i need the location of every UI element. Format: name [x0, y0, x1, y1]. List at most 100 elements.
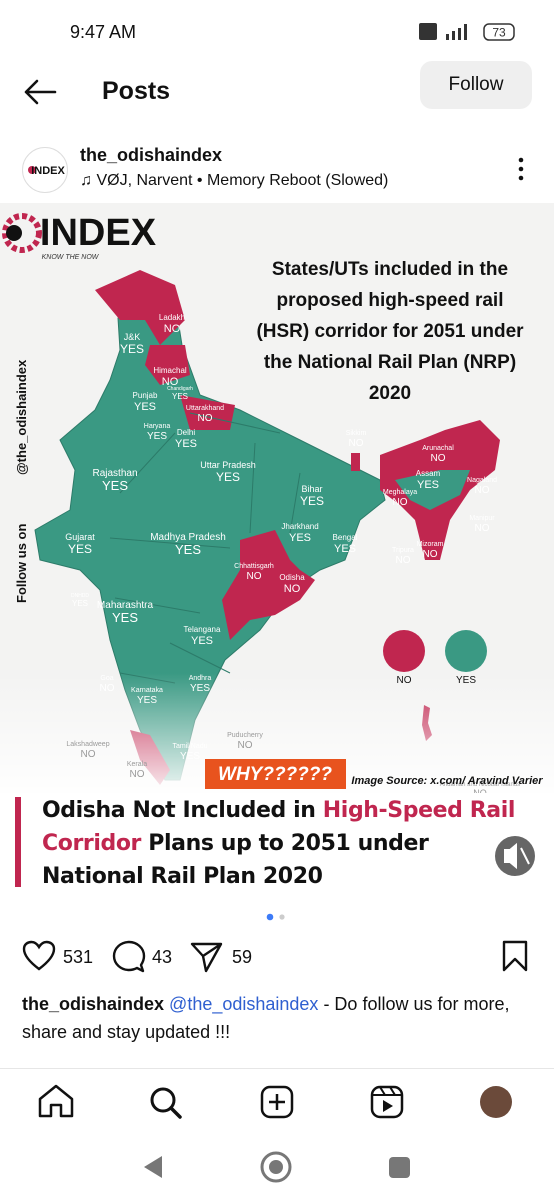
state-name: Rajasthan — [92, 468, 137, 479]
battery-level: 73 — [492, 26, 506, 40]
username[interactable]: the_odishaindex — [80, 145, 223, 165]
headline: Odisha Not Included in High-Speed Rail C… — [42, 794, 532, 893]
headline-part: Odisha Not Included in — [42, 798, 323, 823]
state-name: Bengal — [333, 533, 358, 542]
state-name: Manipur — [469, 515, 495, 522]
state-status: YES — [112, 610, 138, 625]
system-nav — [144, 1151, 410, 1183]
state-status: NO — [130, 769, 145, 780]
state-name: Goa — [100, 675, 113, 682]
side-text: Follow us on — [14, 524, 29, 603]
image-source: Image Source: x.com/ Aravind Varier — [351, 775, 543, 787]
state-name: Gujarat — [65, 532, 95, 542]
post-image: INDEX KNOW THE NOW Follow us on @the_odi… — [0, 203, 554, 906]
avatar-logo: INDEX — [28, 165, 65, 177]
state-status: YES — [175, 542, 201, 557]
state-status: NO — [423, 549, 438, 560]
state-status: YES — [68, 542, 92, 556]
sys-home[interactable] — [260, 1151, 292, 1183]
state-name: Uttar Pradesh — [200, 460, 256, 470]
like-count: 531 — [63, 947, 94, 967]
state-status: YES — [190, 683, 210, 694]
title-line: proposed high-speed rail — [277, 290, 504, 311]
state-status: YES — [289, 532, 311, 544]
state-status: NO — [162, 376, 179, 388]
state-status: NO — [164, 323, 181, 335]
caption: the_odishaindex @the_odishaindex - Do fo… — [22, 990, 537, 1046]
state-status: YES — [102, 478, 128, 493]
svg-text:INDEX: INDEX — [31, 165, 65, 177]
state-status: YES — [300, 494, 324, 508]
caption-mention[interactable]: @the_odishaindex — [169, 994, 319, 1014]
state-name: Haryana — [144, 423, 171, 430]
legend: NO YES — [383, 630, 487, 686]
back-button[interactable] — [22, 78, 58, 106]
state-name: Bihar — [301, 484, 322, 494]
state-name: Chhattisgarh — [234, 563, 274, 570]
state-status: NO — [284, 583, 301, 595]
comment-button[interactable] — [112, 940, 146, 974]
nav-home[interactable] — [38, 1084, 74, 1118]
audio-track: VØJ, Narvent • Memory Reboot (Slowed) — [96, 172, 389, 189]
state-status: YES — [72, 599, 88, 608]
follow-button[interactable]: Follow — [420, 61, 532, 109]
state-name: Odisha — [279, 573, 305, 582]
title-line: (HSR) corridor for 2051 under — [256, 321, 524, 342]
status-icons: 73 — [419, 23, 515, 41]
audio-row[interactable]: ♫ VØJ, Narvent • Memory Reboot (Slowed) — [80, 172, 388, 190]
india-map — [34, 270, 500, 785]
state-status: NO — [198, 413, 213, 424]
status-time: 9:47 AM — [70, 22, 137, 42]
logo: INDEX — [40, 212, 157, 254]
state-name: Mizoram — [417, 541, 444, 548]
nav-reels[interactable] — [370, 1085, 404, 1119]
side-follow: Follow us on @the_odishaindex — [14, 359, 29, 603]
state-name: Puducherry — [227, 732, 263, 739]
state-status: NO — [431, 453, 446, 464]
nav-create[interactable] — [260, 1085, 294, 1119]
state-status: YES — [417, 479, 439, 491]
state-name: Delhi — [177, 428, 195, 437]
legend-label: YES — [456, 675, 476, 686]
side-handle: @the_odishaindex — [14, 359, 29, 475]
state-name: Meghalaya — [383, 489, 417, 496]
comment-count: 43 — [152, 947, 173, 967]
state-name: Ladakh — [159, 313, 185, 322]
like-button[interactable] — [22, 940, 56, 972]
state-status: YES — [147, 431, 167, 442]
nav-profile[interactable] — [480, 1086, 512, 1118]
more-menu[interactable] — [515, 155, 527, 185]
headline-part: High-Speed Rail Corridor — [42, 798, 523, 856]
sys-recents[interactable] — [389, 1157, 410, 1178]
state-name: DNHDD — [71, 593, 89, 599]
title-line: the National Rail Plan (NRP) — [264, 352, 516, 373]
sys-back[interactable] — [144, 1156, 162, 1178]
state-name: Arunachal — [422, 445, 454, 452]
state-name: Madhya Pradesh — [150, 532, 226, 543]
state-status: NO — [100, 683, 115, 694]
state-status: YES — [334, 543, 356, 555]
title-line: 2020 — [369, 383, 411, 404]
state-status: NO — [393, 497, 408, 508]
caption-username[interactable]: the_odishaindex — [22, 994, 165, 1014]
save-button[interactable] — [502, 940, 528, 972]
caption-text: - Do follow us for more, share and stay … — [22, 994, 510, 1042]
legend-label: NO — [397, 675, 412, 686]
state-status: NO — [349, 438, 364, 449]
carousel-dots — [266, 913, 285, 921]
state-labels: LadakhNOJ&KYESHimachalNOChandigarhYESPun… — [65, 313, 520, 798]
state-status: YES — [172, 392, 188, 401]
state-name: Lakshadweep — [66, 741, 109, 748]
state-name: Sikkim — [346, 430, 367, 437]
legend-swatch — [445, 630, 487, 672]
state-name: Assam — [416, 469, 441, 478]
state-status: YES — [191, 635, 213, 647]
share-button[interactable] — [190, 940, 224, 974]
avatar[interactable]: INDEX — [22, 147, 68, 193]
bottom-nav — [38, 1084, 512, 1119]
nav-search[interactable] — [150, 1087, 182, 1119]
headline-part: Plans up to 2051 under National Rail Pla… — [42, 831, 436, 889]
state-name: Andaman and Nicobar Islands — [440, 782, 520, 788]
legend-swatch — [383, 630, 425, 672]
